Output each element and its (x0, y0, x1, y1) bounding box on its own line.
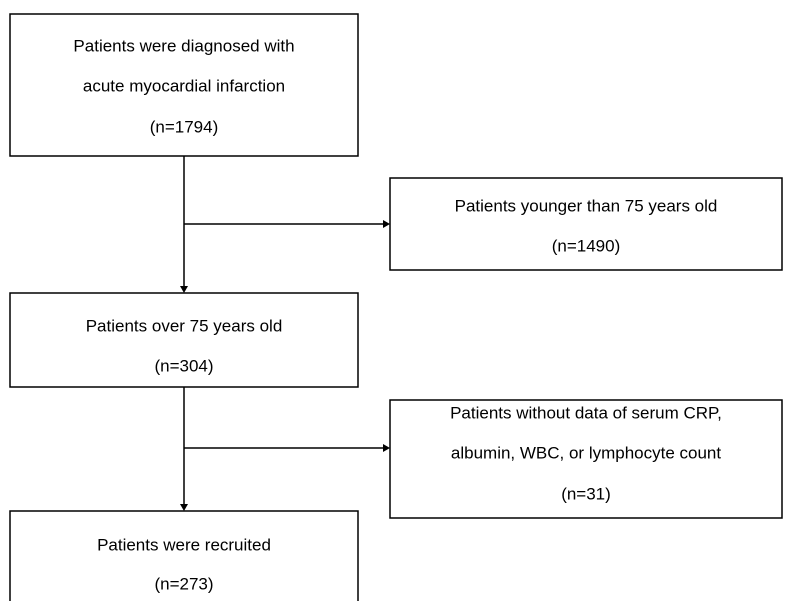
box-text: Patients over 75 years old (86, 316, 283, 335)
box (9, 292, 359, 388)
box-text: acute myocardial infarction (83, 76, 285, 95)
arrowhead (180, 504, 188, 511)
box-text: Patients were recruited (97, 535, 271, 554)
box-text: (n=1490) (552, 236, 621, 255)
box-text: (n=304) (154, 356, 213, 375)
arrowhead (180, 286, 188, 293)
box-text: (n=1794) (150, 117, 219, 136)
box (389, 177, 783, 271)
arrowhead (383, 444, 390, 452)
box (9, 510, 359, 601)
box-text: Patients younger than 75 years old (455, 196, 718, 215)
box-text: Patients without data of serum CRP, (450, 403, 722, 422)
box-text: Patients were diagnosed with (73, 36, 294, 55)
box-text: albumin, WBC, or lymphocyte count (451, 443, 721, 462)
box-text: (n=31) (561, 484, 611, 503)
box (9, 13, 359, 157)
box (389, 399, 783, 519)
arrowhead (383, 220, 390, 228)
box-text: (n=273) (154, 574, 213, 593)
